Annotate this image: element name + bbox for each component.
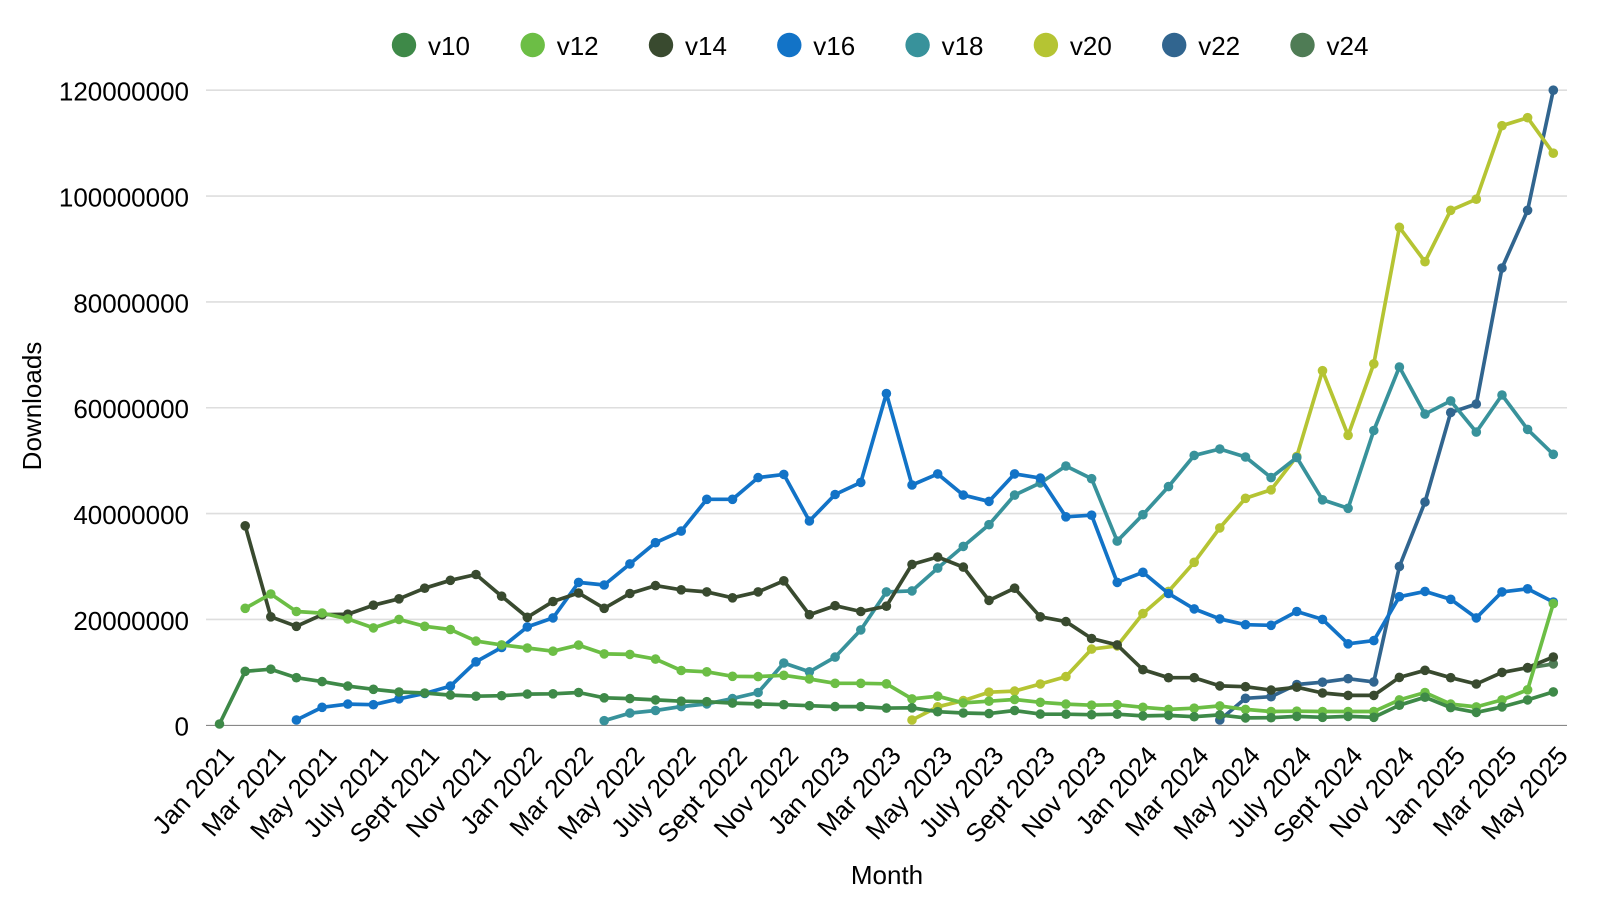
svg-text:20000000: 20000000	[73, 606, 189, 636]
svg-text:100000000: 100000000	[59, 182, 189, 212]
svg-text:Month: Month	[851, 860, 923, 890]
svg-text:Downloads: Downloads	[17, 342, 47, 471]
svg-text:v12: v12	[557, 31, 599, 61]
svg-text:40000000: 40000000	[73, 500, 189, 530]
svg-text:v20: v20	[1070, 31, 1112, 61]
svg-text:v24: v24	[1327, 31, 1369, 61]
svg-text:v18: v18	[942, 31, 984, 61]
svg-text:v22: v22	[1198, 31, 1240, 61]
svg-text:v10: v10	[428, 31, 470, 61]
svg-text:80000000: 80000000	[73, 288, 189, 318]
svg-text:v16: v16	[813, 31, 855, 61]
svg-text:120000000: 120000000	[59, 77, 189, 107]
svg-text:v14: v14	[685, 31, 727, 61]
svg-text:60000000: 60000000	[73, 394, 189, 424]
svg-text:0: 0	[175, 712, 189, 742]
